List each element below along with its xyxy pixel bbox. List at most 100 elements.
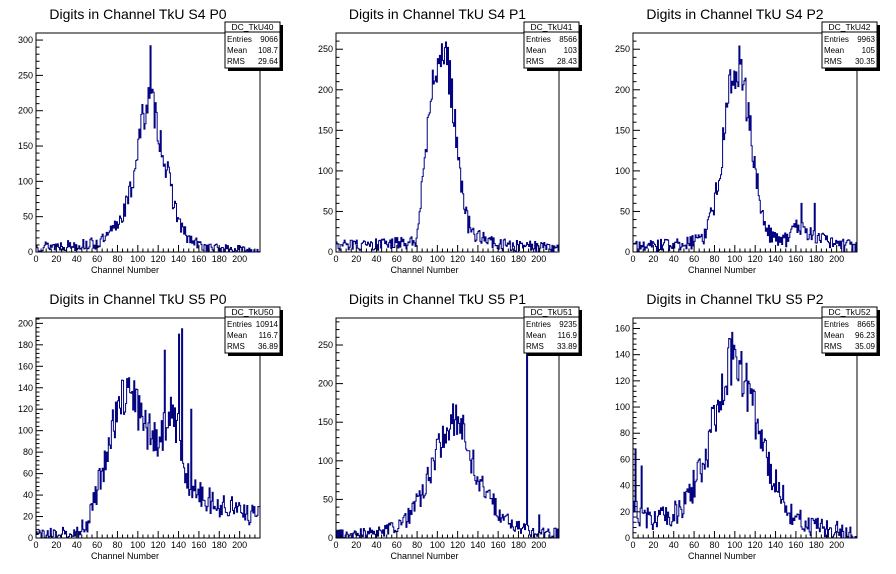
- x-tick-label: 180: [212, 540, 227, 550]
- x-tick-label: 0: [33, 540, 38, 550]
- x-tick-label: 80: [709, 540, 719, 550]
- x-tick-label: 140: [768, 254, 783, 264]
- stats-value: 9235: [559, 320, 577, 329]
- x-tick-label: 140: [171, 540, 186, 550]
- y-tick-label: 0: [28, 247, 33, 257]
- stats-box: DC_TkU52 Entries 8665 Mean 96.23 RMS 35.09: [821, 306, 880, 356]
- x-tick-label: 60: [92, 254, 102, 264]
- stats-label: RMS: [526, 57, 544, 66]
- y-tick-label: 100: [615, 166, 630, 176]
- y-tick-label: 20: [620, 507, 630, 517]
- stats-label: Entries: [227, 320, 252, 329]
- stats-box: DC_TkU50 Entries 10914 Mean 116.7 RMS 36.89: [224, 306, 283, 356]
- y-tick-label: 20: [23, 512, 33, 522]
- x-tick-label: 20: [351, 254, 361, 264]
- y-tick-label: 200: [615, 85, 630, 95]
- chart-title: Digits in Channel TkU S5 P0: [49, 291, 226, 307]
- x-tick-label: 0: [333, 254, 338, 264]
- x-tick-label: 60: [392, 254, 402, 264]
- x-tick-label: 120: [450, 540, 465, 550]
- y-tick-label: 100: [318, 456, 333, 466]
- histogram-panel: Digits in Channel TkU S4 P0 0 20 40 60 80 100 1…: [18, 6, 283, 275]
- y-tick-label: 300: [18, 35, 33, 45]
- y-tick-label: 50: [620, 206, 630, 216]
- x-tick-label: 0: [630, 540, 635, 550]
- x-tick-label: 200: [829, 254, 844, 264]
- y-tick-label: 100: [318, 166, 333, 176]
- x-tick-label: 0: [33, 254, 38, 264]
- stats-value: 108.7: [258, 46, 279, 55]
- y-tick-label: 0: [328, 533, 333, 543]
- y-tick-label: 160: [18, 361, 33, 371]
- x-tick-label: 160: [788, 540, 803, 550]
- stats-value: 116.9: [558, 331, 578, 340]
- x-tick-label: 0: [333, 540, 338, 550]
- stats-value: 103: [564, 46, 578, 55]
- x-tick-label: 120: [748, 254, 763, 264]
- x-tick-label: 20: [351, 540, 361, 550]
- x-tick-label: 180: [212, 254, 227, 264]
- y-tick-label: 250: [615, 44, 630, 54]
- y-tick-label: 200: [18, 106, 33, 116]
- stats-label: Mean: [526, 46, 546, 55]
- x-axis-label: Channel Number: [91, 265, 159, 275]
- stats-name: DC_TkU42: [828, 22, 870, 32]
- y-tick-label: 100: [18, 426, 33, 436]
- x-tick-label: 200: [531, 540, 546, 550]
- stats-box: DC_TkU42 Entries 9963 Mean 105 RMS 30.35: [821, 21, 880, 71]
- stats-label: Entries: [824, 35, 849, 44]
- x-tick-label: 60: [392, 540, 402, 550]
- histogram-panel: Digits in Channel TkU S4 P2 0 20 40 60 80 100 1…: [615, 6, 880, 275]
- y-tick-label: 80: [620, 428, 630, 438]
- y-tick-label: 60: [23, 469, 33, 479]
- y-tick-label: 200: [318, 379, 333, 389]
- chart-title: Digits in Channel TkU S4 P1: [349, 6, 526, 22]
- stats-label: Mean: [227, 46, 247, 55]
- x-tick-label: 140: [171, 254, 186, 264]
- chart-title: Digits in Channel TkU S5 P2: [646, 291, 823, 307]
- x-axis-label: Channel Number: [390, 265, 458, 275]
- stats-value: 10914: [256, 320, 279, 329]
- y-tick-label: 150: [318, 125, 333, 135]
- x-tick-label: 40: [669, 254, 679, 264]
- y-tick-label: 0: [28, 533, 33, 543]
- histogram-line: [632, 45, 857, 253]
- stats-value: 116.7: [259, 331, 279, 340]
- y-tick-label: 250: [318, 340, 333, 350]
- chart-title: Digits in Channel TkU S5 P1: [349, 291, 526, 307]
- x-tick-label: 100: [430, 540, 445, 550]
- x-tick-label: 100: [130, 254, 145, 264]
- stats-value: 28.43: [557, 57, 578, 66]
- stats-label: RMS: [824, 57, 842, 66]
- stats-value: 8566: [559, 35, 577, 44]
- stats-value: 29.64: [258, 57, 279, 66]
- stats-label: Mean: [526, 331, 546, 340]
- y-tick-label: 180: [18, 340, 33, 350]
- x-tick-label: 20: [648, 540, 658, 550]
- histogram-panel: Digits in Channel TkU S5 P1 0 20 40 60 80 100 1…: [318, 291, 582, 561]
- x-tick-label: 160: [491, 254, 506, 264]
- stats-name: DC_TkU51: [530, 307, 572, 317]
- chart-title: Digits in Channel TkU S4 P2: [646, 6, 823, 22]
- stats-label: Entries: [526, 320, 551, 329]
- stats-label: RMS: [526, 342, 544, 351]
- stats-name: DC_TkU40: [231, 22, 273, 32]
- x-tick-label: 180: [809, 254, 824, 264]
- x-tick-label: 160: [191, 254, 206, 264]
- x-tick-label: 40: [372, 540, 382, 550]
- y-tick-label: 150: [615, 125, 630, 135]
- stats-value: 96.23: [855, 331, 876, 340]
- stats-label: RMS: [227, 57, 245, 66]
- y-tick-label: 150: [18, 141, 33, 151]
- x-tick-label: 20: [51, 254, 61, 264]
- stats-box: DC_TkU40 Entries 9066 Mean 108.7 RMS 29.64: [224, 21, 283, 71]
- x-tick-label: 200: [531, 254, 546, 264]
- x-axis-label: Channel Number: [688, 265, 756, 275]
- stats-value: 8665: [857, 320, 875, 329]
- histogram-panel: Digits in Channel TkU S4 P1 0 20 40 60 80 100 1…: [318, 6, 582, 275]
- x-tick-label: 120: [450, 254, 465, 264]
- y-tick-label: 200: [18, 318, 33, 328]
- y-tick-label: 150: [318, 417, 333, 427]
- histogram-line: [35, 45, 260, 253]
- y-tick-label: 50: [323, 206, 333, 216]
